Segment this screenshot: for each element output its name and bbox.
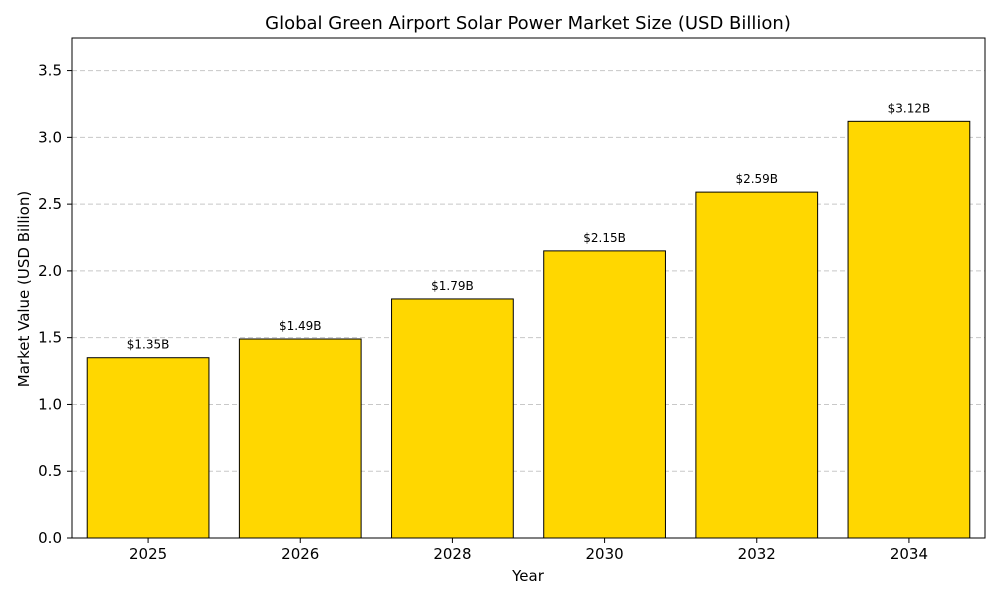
x-axis: 2025 2026 2028 2030 2032 2034 [129,538,928,563]
bars [86,120,971,539]
y-tick-label: 2.5 [38,195,62,213]
x-axis-label: Year [511,567,545,585]
y-axis: 0.0 0.5 1.0 1.5 2.0 2.5 3.0 3.5 [38,62,72,547]
data-label: $3.12B [888,101,931,115]
data-label: $2.59B [735,172,778,186]
y-axis-label: Market Value (USD Billion) [15,191,33,387]
y-tick-label: 0.0 [38,529,62,547]
data-labels: $1.35B $1.49B $1.79B $2.15B $2.59B $3.12B [127,101,930,351]
x-tick-label: 2026 [281,545,319,563]
y-tick-label: 0.5 [38,462,62,480]
bar [847,120,971,539]
bar [238,338,362,539]
y-tick-label: 3.5 [38,62,62,80]
x-tick-label: 2025 [129,545,167,563]
bar [543,250,666,539]
y-tick-label: 1.0 [38,395,62,413]
bar [695,191,819,539]
x-tick-label: 2034 [890,545,928,563]
data-label: $1.35B [127,338,170,352]
y-tick-label: 1.5 [38,329,62,347]
y-tick-label: 3.0 [38,128,62,146]
data-label: $2.15B [583,231,626,245]
x-tick-label: 2028 [433,545,471,563]
data-label: $1.49B [279,319,322,333]
bar [391,298,514,539]
data-label: $1.79B [431,279,474,293]
gridlines [72,70,985,472]
plot-frame [71,37,986,539]
chart-title: Global Green Airport Solar Power Market … [265,13,791,34]
bar [86,357,210,539]
y-tick-label: 2.0 [38,262,62,280]
x-tick-label: 2032 [738,545,776,563]
x-tick-label: 2030 [585,545,623,563]
